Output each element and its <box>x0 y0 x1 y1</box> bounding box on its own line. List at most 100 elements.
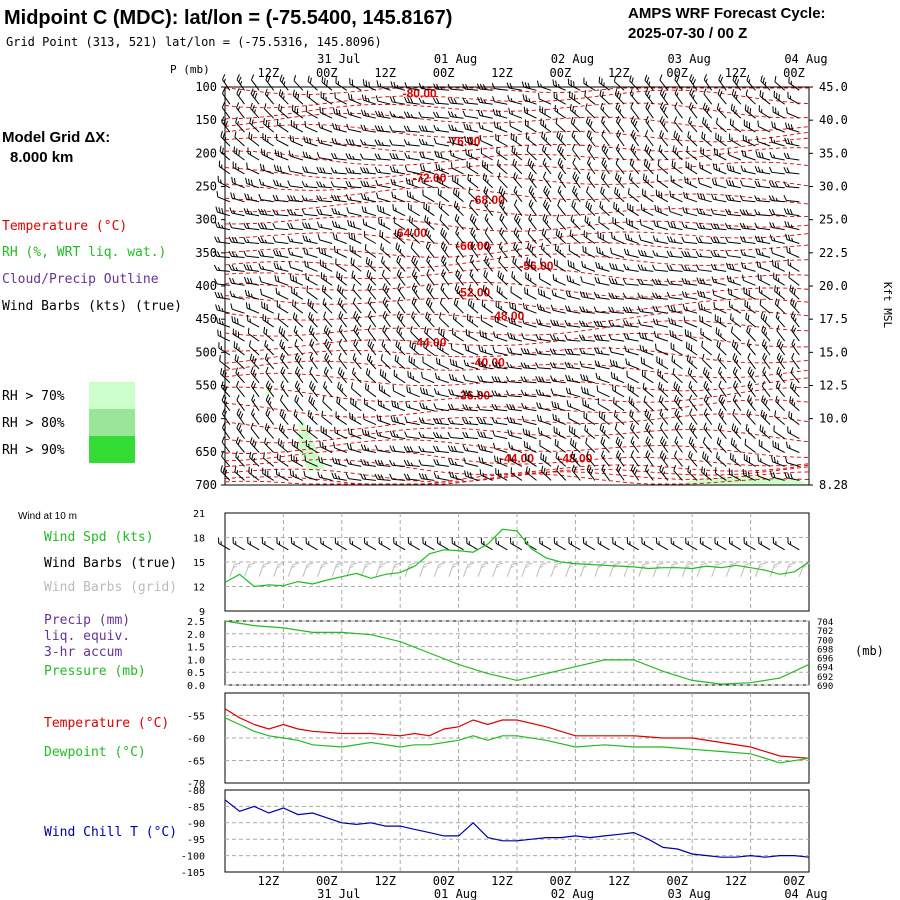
wind-barb <box>249 451 260 467</box>
wind-barb <box>265 366 275 384</box>
wind-barb <box>714 148 727 161</box>
wind-barb <box>439 297 450 314</box>
surface-grid-barb <box>287 562 299 577</box>
wind-barb <box>565 374 581 384</box>
wind-barb <box>609 346 625 356</box>
wind-barb <box>495 468 508 481</box>
surface-wind-barb <box>276 537 289 551</box>
wind-barb <box>754 209 771 217</box>
wind-barb <box>376 80 391 91</box>
wind-barb <box>540 118 552 133</box>
wind-barb <box>375 110 391 119</box>
wind-barb <box>433 445 449 453</box>
wind-barb <box>291 104 304 119</box>
wind-barb <box>215 206 231 217</box>
wind-barb <box>466 313 479 328</box>
wind-barb <box>263 452 275 467</box>
wind-barb <box>305 273 318 286</box>
wind-barb <box>292 299 304 314</box>
surface-wind-barb <box>612 537 625 551</box>
pressure-tick-label: 650 <box>195 445 217 459</box>
surface-grid-barb <box>244 562 255 577</box>
wind-barb <box>505 390 522 398</box>
wind-barb <box>659 408 669 425</box>
wind-barb <box>364 231 377 244</box>
bottom-hour-label: 12Z <box>374 874 396 888</box>
wind-barb <box>318 247 333 258</box>
wind-barb <box>598 410 610 425</box>
wind-barb <box>772 259 785 272</box>
wind-barb <box>739 209 756 217</box>
wind-barb <box>375 444 391 453</box>
wind-barb <box>666 236 683 244</box>
wind-barb <box>711 193 727 203</box>
wind-barb <box>671 355 683 370</box>
wind-barb <box>555 228 567 244</box>
wind-barb <box>552 79 566 91</box>
wind-barb <box>220 130 231 147</box>
surface-wind-barb <box>305 537 318 551</box>
wind-barb <box>462 418 479 426</box>
wind-barb <box>520 389 537 398</box>
wind-barb <box>477 96 493 105</box>
wind-barb <box>214 236 230 244</box>
surface-grid-barb <box>375 562 387 577</box>
wind-barb <box>702 102 713 119</box>
wind-barb <box>434 150 450 161</box>
wind-barb <box>360 109 377 119</box>
wind-barb <box>235 367 245 384</box>
wind-barb <box>630 464 640 481</box>
wind-barb <box>291 286 304 300</box>
wind-barb <box>774 298 786 314</box>
wind-barb <box>584 215 596 230</box>
wind-barb <box>406 386 420 398</box>
wind-barb <box>292 89 304 105</box>
chill-frame <box>224 789 810 873</box>
wind-barb <box>320 425 333 440</box>
surface-wind-barb <box>758 537 771 551</box>
chill-tick-label: -100 <box>181 852 205 863</box>
wind-barb <box>513 213 523 230</box>
wind-barb <box>476 83 493 91</box>
wind-barb <box>316 195 333 203</box>
wind-barb <box>578 320 595 328</box>
top-date-label: 03 Aug <box>668 52 711 66</box>
model-grid-value: 8.000 km <box>10 149 73 166</box>
wind-barb <box>305 105 318 119</box>
wind-barb <box>688 394 698 411</box>
surface-grid-barb <box>725 562 737 577</box>
wind-barb <box>293 409 304 425</box>
wind-barb <box>571 464 581 481</box>
wind-barb <box>365 256 377 272</box>
wind-barb <box>554 104 566 119</box>
wind-barb <box>484 227 494 244</box>
wind-barb <box>234 354 245 370</box>
wind-barb <box>452 313 464 328</box>
wind-barb <box>659 116 669 133</box>
wind-barb <box>673 130 683 147</box>
isotherm <box>224 112 810 131</box>
surface-grid-barb <box>463 562 474 577</box>
wind-barb <box>411 255 421 272</box>
wind-barb <box>600 186 610 203</box>
wind-barb <box>275 287 289 300</box>
wind-barb <box>230 303 245 314</box>
wind-barb <box>452 328 464 342</box>
wind-barb <box>411 283 421 300</box>
wind-barb <box>499 199 508 216</box>
wind-barb <box>520 347 537 356</box>
wind-barb <box>396 325 406 342</box>
wind-barb <box>595 261 610 272</box>
wind-barb <box>583 77 596 91</box>
legend-temperature: Temperature (°C) <box>2 219 127 234</box>
wind-barb <box>221 102 231 119</box>
wind-barb <box>469 213 479 230</box>
wind-barb <box>742 274 756 286</box>
kft-tick-label: 25.0 <box>819 213 848 227</box>
wind-barbs-true-label: Wind Barbs (true) <box>44 556 177 571</box>
wind-barb <box>448 471 464 481</box>
wind-barb <box>433 403 449 412</box>
wind-barb <box>287 194 303 203</box>
pressure-right-tick-label: 700 <box>817 636 833 646</box>
wind-barb <box>789 381 800 398</box>
